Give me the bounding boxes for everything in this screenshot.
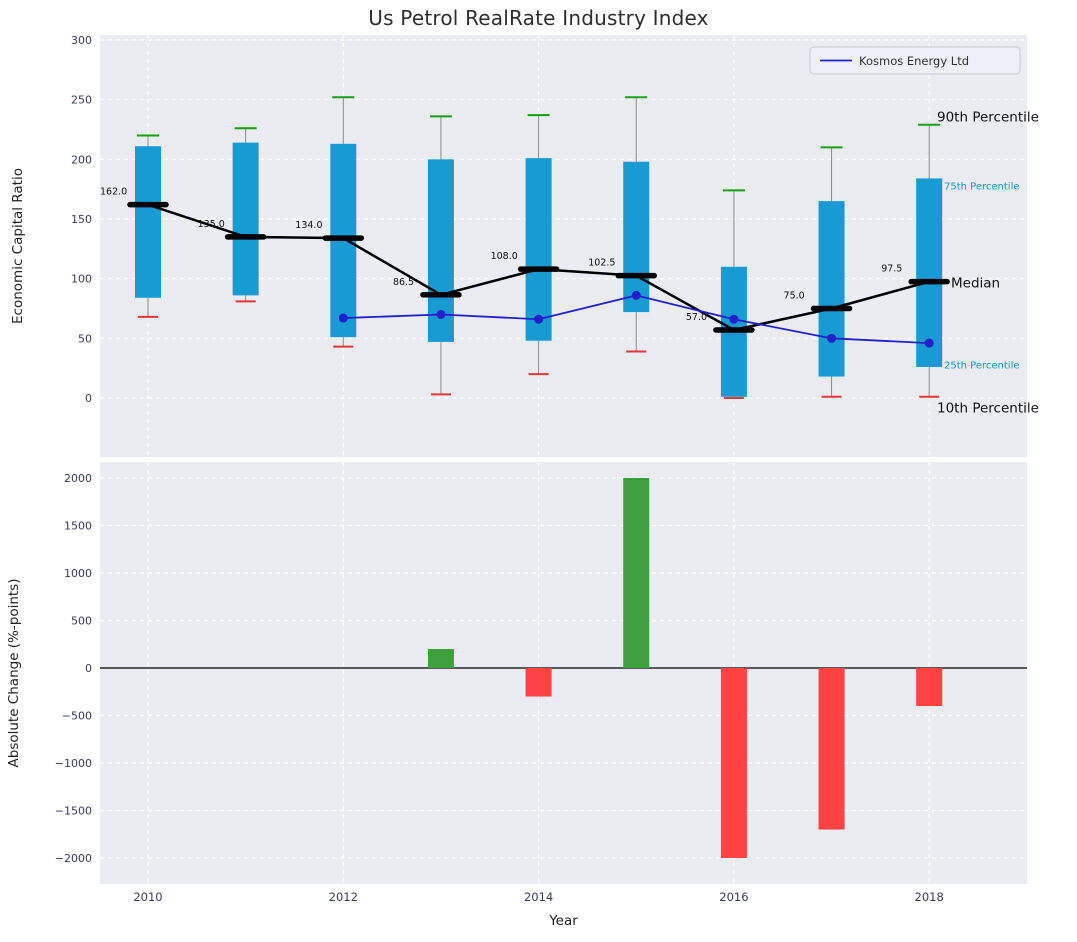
- bottom-panel: −2000 −1500 −1000 −500 0 500 1000 1500 2000 2010 2…: [55, 462, 1027, 904]
- y-tick-label: −500: [62, 710, 92, 723]
- bottom-plot-area: [100, 462, 1027, 884]
- median-value-label: 108.0: [491, 251, 518, 262]
- box-group-2011: [232, 127, 259, 303]
- box-group-2010: [135, 134, 161, 318]
- median-value-label: 57.0: [686, 312, 707, 323]
- annotation-label: 25th Percentile: [944, 361, 1020, 372]
- annotation-label: 10th Percentile: [937, 401, 1039, 417]
- top-panel: 0 50 100 150 200 250 300 162.0 135.0 134.0 86.5 108…: [71, 34, 1039, 457]
- top-ylabel: Economic Capital Ratio: [10, 168, 26, 324]
- y-tick-label: −1500: [55, 805, 92, 818]
- kosmos-marker: [631, 290, 641, 300]
- box-2017: [818, 201, 845, 377]
- box-2018: [916, 178, 943, 367]
- y-tick-label: 200: [71, 153, 92, 166]
- y-tick-label: −2000: [55, 852, 92, 865]
- x-tick-label: 2010: [133, 890, 162, 904]
- x-axis-label: Year: [548, 913, 578, 929]
- box-2015: [623, 161, 650, 313]
- legend-box: [809, 46, 1021, 75]
- bar-2013: [427, 649, 454, 668]
- median-value-label: 97.5: [881, 264, 902, 275]
- x-tick-label: 2018: [915, 890, 944, 904]
- bar-2016: [720, 668, 747, 858]
- box-group-2017: [818, 146, 845, 398]
- y-tick-label: −1000: [55, 757, 92, 770]
- bar-2014: [525, 668, 552, 697]
- kosmos-marker: [436, 309, 446, 319]
- y-tick-label: 0: [85, 392, 92, 405]
- x-tick-label: 2012: [329, 890, 358, 904]
- y-tick-label: 150: [71, 213, 92, 226]
- median-value-label: 134.0: [295, 220, 322, 231]
- box-group-2014: [525, 114, 552, 376]
- annotation-label: 75th Percentile: [944, 182, 1020, 193]
- median-value-label: 162.0: [100, 187, 127, 198]
- y-tick-label: 2000: [64, 472, 92, 485]
- box-2010: [135, 146, 161, 298]
- kosmos-marker: [534, 314, 544, 324]
- kosmos-marker: [924, 338, 934, 348]
- box-group-2015: [623, 96, 650, 353]
- kosmos-marker: [729, 314, 739, 324]
- y-tick-label: 100: [71, 273, 92, 286]
- kosmos-marker: [338, 313, 348, 323]
- median-value-label: 135.0: [198, 219, 225, 230]
- x-tick-label: 2014: [524, 890, 553, 904]
- box-group-2018: [916, 123, 943, 398]
- y-tick-label: 1500: [64, 520, 92, 533]
- median-value-label: 86.5: [393, 277, 414, 288]
- bar-2018: [916, 668, 943, 706]
- annotation-label: 90th Percentile: [937, 110, 1039, 126]
- box-2014: [525, 158, 552, 341]
- y-tick-label: 500: [71, 615, 92, 628]
- box-2011: [232, 142, 259, 296]
- legend: Kosmos Energy Ltd: [809, 46, 1021, 75]
- bar-2017: [818, 668, 845, 830]
- y-tick-label: 1000: [64, 567, 92, 580]
- bottom-ylabel: Absolute Change (%-points): [6, 579, 22, 768]
- y-tick-label: 250: [71, 94, 92, 107]
- median-value-label: 75.0: [784, 291, 805, 302]
- kosmos-marker: [827, 333, 837, 343]
- annotation-label: Median: [951, 275, 1000, 291]
- median-value-label: 102.5: [588, 258, 615, 269]
- y-tick-label: 300: [71, 34, 92, 47]
- y-tick-label: 0: [85, 662, 92, 675]
- y-tick-label: 50: [78, 332, 92, 345]
- bar-2015: [623, 478, 650, 668]
- chart-title: Us Petrol RealRate Industry Index: [368, 6, 709, 30]
- x-tick-label: 2016: [719, 890, 748, 904]
- legend-label: Kosmos Energy Ltd: [859, 54, 969, 68]
